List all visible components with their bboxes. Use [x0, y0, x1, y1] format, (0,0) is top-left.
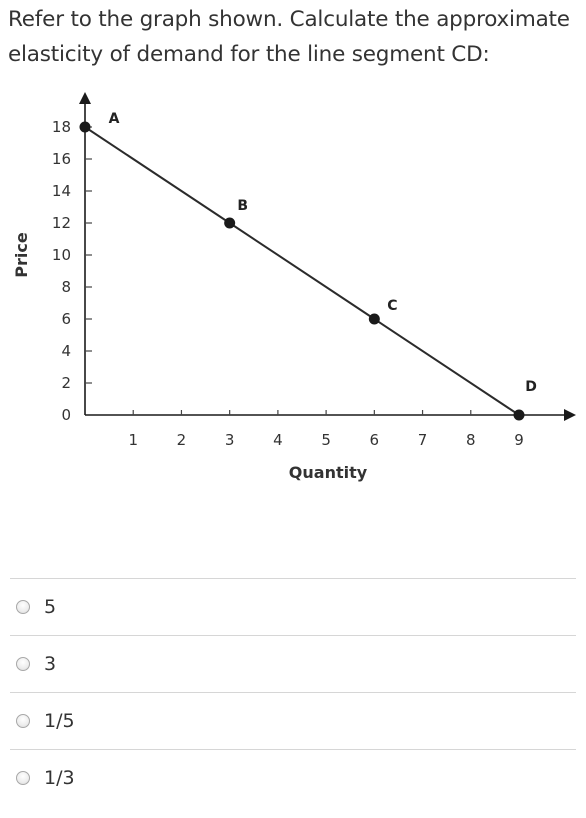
y-tick-label: 16 [52, 150, 71, 168]
x-tick-label: 6 [370, 431, 380, 449]
x-axis-title: Quantity [289, 463, 368, 482]
question-line-1: Refer to the graph shown. Calculate the … [8, 7, 570, 32]
answer-options: 5 3 1/5 1/3 [10, 578, 576, 806]
y-axis-arrow [79, 92, 91, 104]
point-label-d: D [525, 379, 537, 395]
answer-label: 5 [44, 596, 57, 618]
x-tick-label: 5 [321, 431, 331, 449]
point-d [513, 409, 525, 421]
radio-button[interactable] [16, 714, 30, 728]
point-b [224, 217, 236, 229]
question-line-2: elasticity of demand for the line segmen… [8, 42, 490, 67]
x-tick-label: 9 [514, 431, 524, 449]
x-axis-arrow [564, 409, 576, 421]
y-tick-label: 0 [61, 406, 71, 424]
y-tick-label: 18 [52, 118, 71, 136]
x-tick-label: 3 [225, 431, 235, 449]
y-tick-label: 14 [52, 182, 71, 200]
point-a [79, 121, 91, 133]
radio-button[interactable] [16, 771, 30, 785]
answer-option-1[interactable]: 5 [10, 578, 576, 635]
y-tick-label: 12 [52, 214, 71, 232]
y-tick-label: 4 [61, 342, 71, 360]
x-tick-label: 7 [418, 431, 428, 449]
radio-button[interactable] [16, 600, 30, 614]
y-tick-label: 6 [61, 310, 71, 328]
answer-label: 3 [44, 653, 57, 675]
point-label-b: B [237, 198, 248, 214]
y-tick-label: 10 [52, 246, 71, 264]
answer-option-4[interactable]: 1/3 [10, 749, 576, 806]
demand-chart: 1 2 3 4 5 6 7 8 9024681012141618QuantityPriceABC… [12, 92, 576, 482]
x-tick-label: 4 [273, 431, 283, 449]
x-tick-label: 8 [466, 431, 476, 449]
radio-button[interactable] [16, 657, 30, 671]
x-tick-label: 2 [177, 431, 187, 449]
answer-label: 1/5 [44, 710, 75, 732]
demand-line [84, 126, 520, 416]
y-axis-title: Price [12, 232, 31, 278]
y-tick-label: 8 [61, 278, 71, 296]
y-tick-label: 2 [61, 374, 71, 392]
point-label-c: C [387, 298, 397, 314]
answer-label: 1/3 [44, 767, 75, 789]
answer-option-3[interactable]: 1/5 [10, 692, 576, 749]
point-label-a: A [109, 111, 120, 127]
question-text: Refer to the graph shown. Calculate the … [8, 2, 578, 72]
x-tick-label: 1 [128, 431, 138, 449]
answer-option-2[interactable]: 3 [10, 635, 576, 692]
point-c [368, 313, 380, 325]
